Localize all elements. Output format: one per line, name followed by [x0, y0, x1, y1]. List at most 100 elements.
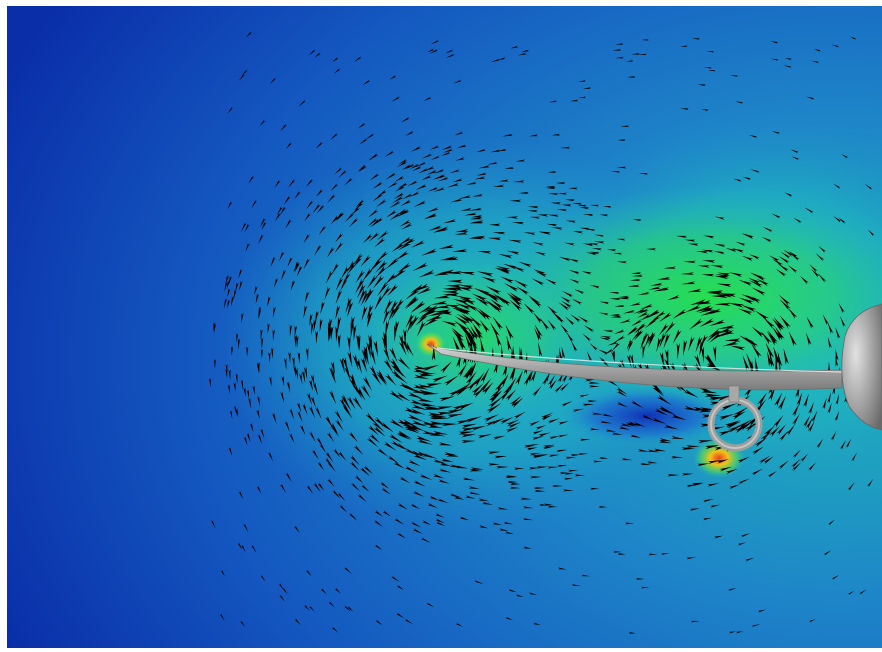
velocity-glyph — [422, 520, 432, 526]
velocity-glyph — [720, 403, 737, 411]
velocity-glyph — [520, 497, 532, 500]
velocity-glyph — [579, 394, 590, 398]
velocity-glyph — [543, 503, 554, 506]
velocity-glyph — [503, 521, 513, 525]
velocity-glyph — [807, 421, 815, 433]
velocity-glyph — [303, 233, 311, 244]
velocity-glyph — [400, 116, 410, 123]
velocity-glyph — [834, 410, 840, 422]
velocity-glyph — [458, 431, 475, 435]
velocity-glyph — [404, 618, 413, 625]
velocity-glyph — [611, 342, 620, 352]
velocity-glyph — [380, 285, 392, 300]
velocity-glyph — [630, 400, 644, 409]
velocity-glyph — [337, 334, 341, 349]
velocity-glyph — [543, 444, 556, 448]
velocity-glyph — [235, 373, 238, 384]
velocity-glyph — [707, 483, 720, 487]
velocity-glyph — [420, 402, 437, 407]
velocity-glyph — [687, 288, 702, 293]
velocity-glyph — [482, 382, 494, 395]
velocity-glyph — [500, 276, 514, 284]
velocity-glyph — [590, 428, 600, 431]
velocity-glyph — [282, 587, 288, 595]
velocity-glyph — [733, 406, 749, 418]
velocity-glyph — [586, 351, 593, 362]
velocity-glyph — [455, 303, 471, 311]
velocity-glyph — [474, 579, 484, 585]
velocity-glyph — [350, 316, 355, 333]
velocity-glyph — [656, 394, 672, 406]
velocity-glyph — [376, 230, 389, 241]
velocity-glyph — [275, 212, 281, 222]
velocity-glyph — [427, 207, 439, 213]
velocity-glyph — [796, 392, 803, 406]
velocity-glyph — [352, 396, 363, 411]
velocity-glyph — [417, 438, 433, 445]
velocity-glyph — [296, 335, 299, 349]
velocity-glyph — [474, 297, 490, 307]
velocity-glyph — [339, 278, 348, 292]
velocity-glyph — [626, 339, 633, 350]
velocity-glyph — [445, 49, 454, 54]
velocity-glyph — [485, 286, 502, 295]
velocity-glyph — [423, 317, 438, 327]
velocity-glyph — [257, 433, 263, 445]
velocity-glyph — [405, 296, 419, 310]
velocity-glyph — [476, 172, 487, 176]
velocity-glyph — [602, 206, 612, 208]
velocity-glyph — [405, 313, 415, 329]
velocity-glyph — [778, 460, 789, 470]
velocity-glyph — [325, 416, 333, 428]
velocity-glyph — [707, 361, 721, 371]
velocity-glyph — [329, 390, 337, 405]
velocity-glyph — [767, 471, 777, 478]
velocity-glyph — [718, 324, 735, 329]
velocity-glyph — [620, 125, 630, 128]
velocity-glyph — [444, 304, 460, 309]
velocity-glyph — [411, 404, 428, 411]
velocity-glyph — [412, 262, 429, 271]
velocity-glyph — [355, 199, 365, 208]
velocity-glyph — [745, 557, 755, 562]
velocity-glyph — [436, 406, 454, 410]
velocity-glyph — [239, 280, 243, 291]
velocity-glyph — [811, 60, 820, 64]
velocity-glyph — [557, 464, 568, 467]
velocity-glyph — [261, 337, 264, 349]
velocity-glyph — [774, 349, 780, 365]
velocity-glyph — [397, 357, 411, 370]
velocity-glyph — [828, 519, 835, 526]
velocity-glyph — [452, 178, 463, 183]
velocity-glyph — [809, 619, 816, 623]
velocity-glyph — [419, 474, 433, 480]
velocity-glyph — [566, 331, 574, 343]
velocity-glyph — [339, 398, 347, 411]
velocity-glyph — [243, 523, 249, 532]
velocity-glyph — [391, 575, 400, 582]
velocity-glyph — [698, 409, 716, 413]
velocity-glyph — [244, 223, 250, 233]
velocity-glyph — [735, 631, 744, 634]
velocity-glyph — [396, 584, 404, 591]
velocity-glyph — [835, 327, 841, 340]
velocity-glyph — [646, 248, 657, 251]
cfd-render-area[interactable] — [7, 6, 882, 648]
velocity-glyph — [706, 329, 720, 342]
velocity-glyph — [358, 288, 367, 305]
velocity-glyph — [397, 182, 408, 189]
velocity-glyph — [342, 397, 352, 412]
velocity-glyph — [305, 569, 312, 577]
velocity-glyph — [439, 462, 453, 467]
velocity-glyph — [210, 519, 216, 529]
velocity-glyph — [641, 38, 649, 41]
velocity-glyph — [442, 287, 458, 291]
velocity-glyph — [371, 371, 382, 386]
velocity-glyph — [423, 364, 440, 372]
velocity-glyph — [558, 434, 569, 438]
velocity-glyph — [599, 301, 610, 305]
velocity-glyph — [429, 432, 446, 437]
velocity-glyph — [569, 99, 579, 102]
velocity-glyph — [523, 303, 535, 315]
